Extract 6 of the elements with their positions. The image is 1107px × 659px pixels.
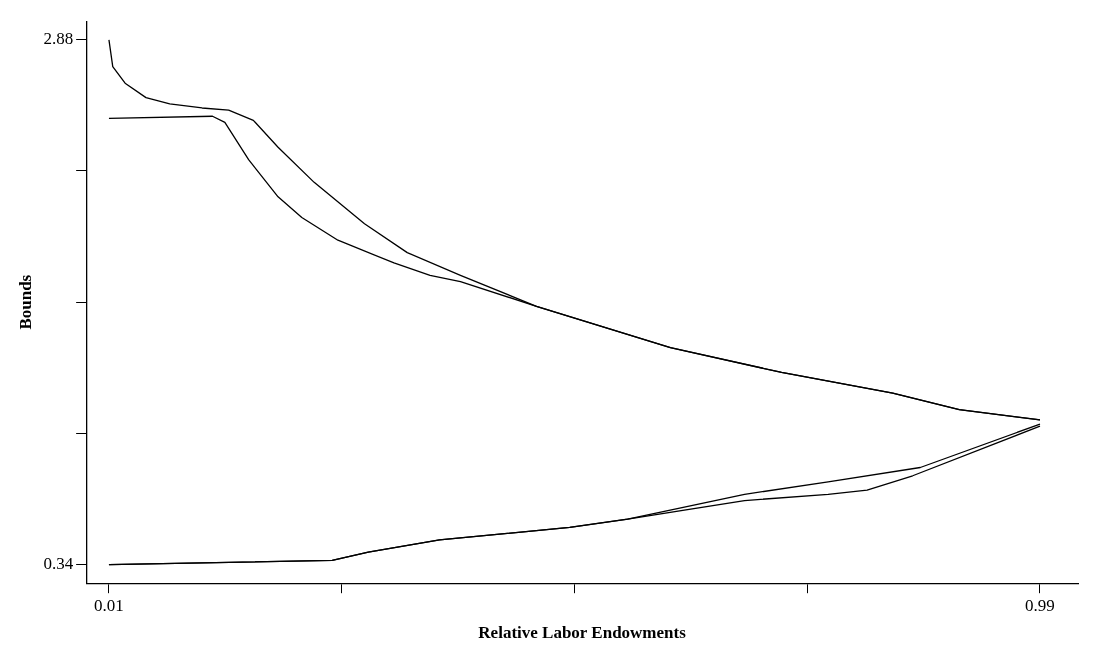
y-axis-title: Bounds bbox=[15, 274, 35, 330]
y-tick-label: 2.88 bbox=[43, 29, 74, 49]
x-axis-title: Relative Labor Endowments bbox=[478, 623, 687, 643]
x-tick-label: 0.01 bbox=[94, 595, 124, 615]
y-tick-label: 0.34 bbox=[43, 554, 74, 574]
x-tick-label: 0.99 bbox=[1025, 595, 1055, 615]
